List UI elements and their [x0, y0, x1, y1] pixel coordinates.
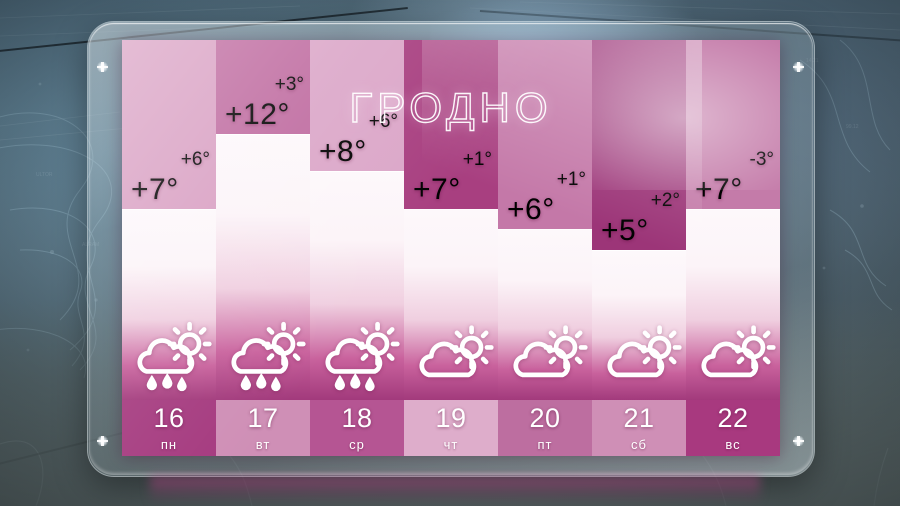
page-title: ГРОДНО	[349, 83, 553, 131]
forecast-columns: +7° +6° +12° +3° +8° +6° +7° +1°	[122, 40, 780, 456]
day-temperature: +5°	[601, 214, 649, 248]
night-temperature: -3°	[749, 148, 775, 170]
screw-icon-top-right	[792, 62, 805, 72]
weekday-label: чт	[443, 437, 459, 452]
forecast-panel: +7° +6° +12° +3° +8° +6° +7° +1°	[122, 40, 780, 456]
day-temperature: +7°	[695, 172, 743, 206]
day-temperature: +12°	[225, 97, 290, 131]
night-temperature: +3°	[274, 73, 304, 95]
date-cell[interactable]: 21 сб	[592, 400, 686, 456]
date-cell[interactable]: 20 пт	[498, 400, 592, 456]
cloud-sun-icon	[687, 320, 779, 392]
cloud-sun-rain-icon	[217, 320, 309, 392]
temperature-bar	[122, 208, 216, 400]
weekday-label: сб	[631, 437, 647, 452]
day-temperature: +7°	[413, 172, 461, 206]
forecast-day-column[interactable]: +7° +6°	[122, 40, 216, 456]
weekday-label: пн	[160, 437, 178, 452]
weekday-label: вт	[255, 437, 271, 452]
temperature-bar	[498, 229, 592, 400]
screw-icon-bottom-left	[96, 436, 109, 446]
forecast-day-column[interactable]: +7° +1°	[404, 40, 498, 456]
date-number: 20	[529, 403, 561, 433]
weekday-label: ср	[349, 437, 365, 452]
night-temperature: +1°	[462, 148, 492, 170]
panel-reflection	[150, 476, 760, 504]
date-number: 17	[247, 403, 279, 433]
forecast-day-column[interactable]: +7° -3°	[686, 40, 780, 456]
date-cell[interactable]: 19 чт	[404, 400, 498, 456]
day-temperature: +8°	[319, 135, 367, 169]
date-number: 21	[623, 403, 655, 433]
cloud-sun-rain-icon	[311, 320, 403, 392]
date-strip: 16 пн 17 вт 18 ср 19 чт 20 пт 21 сб 22 вс	[122, 400, 780, 456]
date-cell[interactable]: 17 вт	[216, 400, 310, 456]
date-number: 18	[341, 403, 373, 433]
date-number: 22	[717, 403, 749, 433]
date-cell[interactable]: 22 вс	[686, 400, 780, 456]
date-cell[interactable]: 16 пн	[122, 400, 216, 456]
forecast-day-column[interactable]: +12° +3°	[216, 40, 310, 456]
day-temperature: +7°	[131, 172, 179, 206]
day-temperature: +6°	[507, 193, 555, 227]
weekday-label: пт	[537, 437, 553, 452]
night-temperature: +6°	[368, 111, 398, 133]
forecast-day-column[interactable]: +5° +2°	[592, 40, 686, 456]
screw-icon-top-left	[96, 62, 109, 72]
date-number: 16	[153, 403, 185, 433]
cloud-sun-icon	[593, 320, 685, 392]
forecast-day-column[interactable]: +6° +1°	[498, 40, 592, 456]
cloud-sun-icon	[499, 320, 591, 392]
night-temperature: +1°	[556, 169, 586, 191]
weekday-label: вс	[725, 437, 741, 452]
date-number: 19	[435, 403, 467, 433]
night-temperature: +6°	[180, 148, 210, 170]
night-temperature: +2°	[650, 190, 680, 212]
forecast-day-column[interactable]: +8° +6°	[310, 40, 404, 456]
date-cell[interactable]: 18 ср	[310, 400, 404, 456]
cloud-sun-rain-icon	[123, 320, 215, 392]
cloud-sun-icon	[405, 320, 497, 392]
screw-icon-bottom-right	[792, 436, 805, 446]
